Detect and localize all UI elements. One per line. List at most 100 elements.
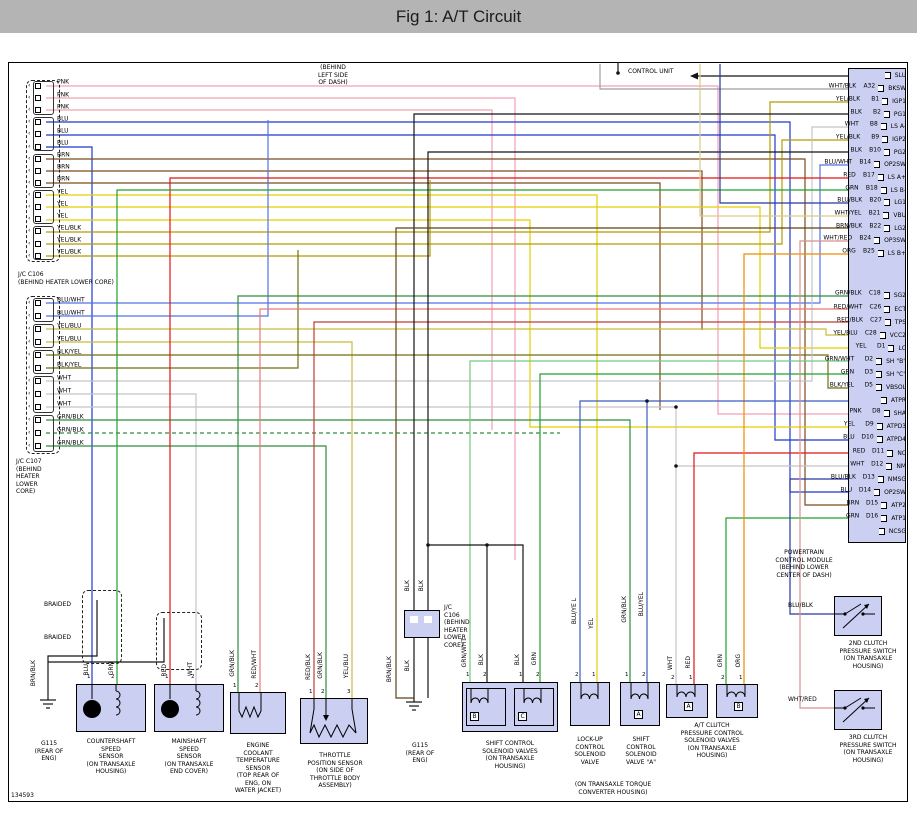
- pcm-pin-row: WHT B8 LS A-: [700, 120, 906, 133]
- pin-number: 1: [625, 672, 629, 678]
- jc-pin-row: ‹ YEL/BLU: [28, 335, 118, 349]
- wire-color-label: BLK/YEL: [829, 381, 854, 389]
- pin-number: 1: [309, 689, 313, 695]
- jc-c106-segment: [33, 154, 54, 188]
- chevron-left-icon: ‹: [28, 106, 31, 114]
- pin-terminal-icon: [35, 228, 41, 235]
- wire-color-label: PNK: [849, 407, 862, 415]
- pin-bracket-icon: [881, 515, 888, 523]
- braided-label: BRAIDED: [44, 634, 71, 641]
- drawing-number: 134593: [11, 792, 34, 799]
- wire-color-label: BLK/YEL: [57, 348, 82, 355]
- jc-pin-row: ‹ BLU: [28, 127, 118, 140]
- jc-pin-row: ‹ WHT: [28, 400, 118, 414]
- jc-pin-row: ‹ BRN: [28, 164, 118, 177]
- chevron-left-icon: ‹: [28, 364, 31, 371]
- wire-color-label: RED: [843, 171, 856, 179]
- signal-name-label: LG1: [894, 199, 906, 207]
- pin-number-label: A32: [863, 82, 876, 90]
- wire-color-label: YEL: [843, 420, 855, 428]
- signal-name-label: ATPR: [890, 397, 906, 405]
- pin-number-label: D5: [864, 381, 873, 389]
- pin-number: 2: [671, 675, 675, 681]
- wire-color-label: BLU/WHT: [57, 296, 85, 303]
- pin-terminal-icon: [35, 365, 41, 371]
- wire-color-label: BLU: [57, 139, 69, 147]
- bottom-jc-box: [404, 610, 440, 638]
- wire-color-label: BRN: [846, 499, 860, 507]
- pin-bracket-icon: [883, 410, 890, 418]
- jc-pin-row: ‹ WHT: [28, 374, 118, 388]
- pcm-pin-row: WHT D12 NM: [700, 460, 906, 473]
- pin-number: 1: [233, 683, 237, 689]
- pcm-pin-row: SLU: [700, 70, 906, 83]
- g115-left-label: G115 (REAR OF ENG): [34, 740, 64, 762]
- wire-label-vertical: BRN/BLK: [386, 656, 393, 683]
- ect-sensor-label: ENGINE COOLANT TEMPERATURE SENSOR (TOP R…: [234, 742, 282, 794]
- pin-number: 2: [642, 672, 646, 678]
- signal-name-label: NC: [897, 449, 906, 457]
- pin-number-label: B18: [865, 184, 878, 192]
- wire-label-vertical: GRN/BLK: [317, 652, 324, 679]
- chevron-left-icon: ‹: [28, 142, 31, 150]
- pcm-pin-row: BLU D14 OP2SW: [700, 486, 906, 499]
- pin-number-label: B14: [859, 158, 872, 166]
- clutch2-switch-box: [834, 596, 882, 636]
- pin-terminal-icon: [35, 430, 41, 436]
- pin-terminal-icon: [35, 252, 41, 259]
- pin-bracket-icon: [883, 148, 890, 156]
- pin-number: 1: [519, 672, 523, 678]
- pin-number: 2: [536, 672, 540, 678]
- jc-pin-row: ‹ BLK/YEL: [28, 361, 118, 375]
- pin-number-label: B8: [869, 120, 878, 128]
- clutch3-switch-label: 3RD CLUTCH PRESSURE SWITCH (ON TRANSAXLE…: [839, 734, 897, 764]
- wire-color-label: BLK/YEL: [57, 361, 82, 368]
- wire-color-label: BRN/BLK: [835, 222, 863, 230]
- wire-label-vertical: BLK: [418, 580, 425, 592]
- signal-name-label: LS A-: [890, 123, 906, 131]
- wire-color-label: WHT: [57, 374, 72, 381]
- wire-label-vertical: GRN/BLK: [229, 650, 236, 677]
- pin-number: 2: [111, 674, 115, 680]
- pcm-pin-row: YEL D1 LC: [700, 342, 906, 355]
- pin-terminal-icon: [35, 378, 41, 384]
- pin-bracket-icon: [887, 449, 894, 457]
- pcm-pin-row: BLU/BLK D13 NMSG: [700, 473, 906, 486]
- signal-name-label: ATP2: [891, 501, 906, 509]
- figure-title-bar: Fig 1: A/T Circuit: [0, 0, 917, 33]
- signal-name-label: PG2: [893, 148, 906, 156]
- tps-box: [300, 698, 368, 744]
- pcm-pin-row: WHT/BLK A32 BKSW: [700, 82, 906, 95]
- pin-number-label: D10: [861, 433, 874, 441]
- pin-terminal-icon: [35, 143, 41, 150]
- pin-bracket-icon: [877, 475, 884, 483]
- pin-number-label: D15: [865, 499, 879, 507]
- solenoid-coil-symbol: [676, 685, 696, 698]
- pin-number: 1: [466, 672, 470, 678]
- wire-color-label: YEL/BLK: [57, 248, 82, 256]
- jc-c107-wire-list: ‹ BLU/WHT ‹ BLU/WHT ‹ YEL/BLU ‹ YEL/BLU …: [28, 296, 118, 453]
- junction-dots: [426, 71, 678, 547]
- signal-name-label: SH "B": [886, 357, 906, 365]
- pin-terminal-icon: [35, 443, 41, 449]
- chevron-left-icon: ‹: [28, 403, 31, 410]
- jc-c107-connector: [26, 296, 60, 454]
- pin-terminal-icon: [35, 82, 41, 89]
- signal-name-label: VBU: [893, 212, 906, 219]
- chevron-left-icon: ‹: [28, 191, 31, 199]
- wire-label-vertical: BLU: [83, 664, 90, 676]
- wire-color-label: WHT/YEL: [834, 209, 862, 217]
- pcm-pin-row: BLU/BLK B20 LG1: [700, 196, 906, 209]
- wire-label-vertical: BLU/YEL: [638, 592, 645, 617]
- wire-label-vertical: BLK: [514, 654, 521, 666]
- pin-number: 2: [321, 689, 325, 695]
- wire-color-label: WHT: [57, 400, 72, 407]
- pcm-pin-row: ATPR: [700, 394, 906, 407]
- pin-number: 3: [347, 689, 351, 695]
- wire-color-label: BLU: [843, 433, 855, 441]
- pin-number-label: B1: [871, 95, 880, 103]
- signal-name-label: TPS: [894, 318, 906, 326]
- signal-name-label: SG2: [893, 292, 906, 300]
- pressure-switch-symbol: [835, 697, 875, 723]
